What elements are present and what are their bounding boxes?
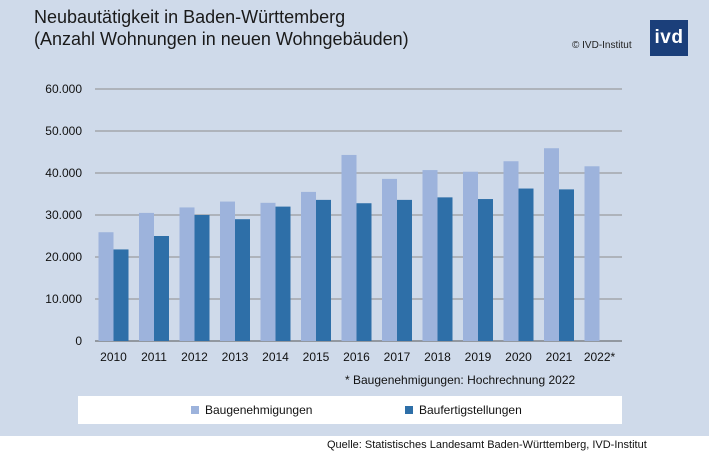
chart-title: Neubautätigkeit in Baden-Württemberg (An… <box>34 6 409 50</box>
bar-baufertigstellungen <box>154 236 169 341</box>
bar-baufertigstellungen <box>518 188 534 341</box>
legend-swatch-baugenehmigungen <box>191 406 199 414</box>
bar-baufertigstellungen <box>235 219 250 341</box>
x-tick-label: 2015 <box>303 350 330 364</box>
bar-baugenehmigungen <box>422 170 438 341</box>
legend-label-baugenehmigungen: Baugenehmigungen <box>205 403 313 417</box>
bar-chart: 0 10.000 20.000 30.000 40.000 50.000 60.000 201… <box>45 82 622 364</box>
x-tick-label: 2021 <box>546 350 573 364</box>
x-tick-label: 2014 <box>262 350 289 364</box>
x-tick-label: 2020 <box>505 350 532 364</box>
bar-baugenehmigungen <box>382 178 397 341</box>
ivd-logo: ivd <box>650 20 688 56</box>
bar-baugenehmigungen <box>503 161 519 341</box>
x-tick-label: 2010 <box>100 350 127 364</box>
bar-baugenehmigungen <box>260 202 276 341</box>
legend: Baugenehmigungen Baufertigstellungen <box>78 396 622 424</box>
bar-baufertigstellungen <box>437 197 453 341</box>
y-tick-label: 40.000 <box>45 166 82 180</box>
x-tick-label: 2011 <box>141 350 167 364</box>
legend-item-baufertigstellungen: Baufertigstellungen <box>405 403 522 417</box>
y-tick-label: 50.000 <box>45 124 82 138</box>
bar-baufertigstellungen <box>316 199 331 341</box>
x-tick-label: 2012 <box>181 350 208 364</box>
bar-baugenehmigungen <box>341 154 357 341</box>
x-tick-label: 2013 <box>222 350 249 364</box>
legend-item-baugenehmigungen: Baugenehmigungen <box>191 403 312 417</box>
y-tick-label: 20.000 <box>45 250 82 264</box>
bar-baufertigstellungen <box>478 199 493 341</box>
bar-baufertigstellungen <box>356 203 372 341</box>
x-tick-label: 2018 <box>424 350 451 364</box>
bar-baugenehmigungen <box>179 207 195 341</box>
footnote: * Baugenehmigungen: Hochrechnung 2022 <box>345 373 576 387</box>
y-tick-label: 10.000 <box>45 292 82 306</box>
x-tick-label: 2016 <box>343 350 370 364</box>
title-line-1: Neubautätigkeit in Baden-Württemberg <box>34 7 346 27</box>
y-tick-label: 30.000 <box>45 208 82 222</box>
x-tick-label: 2017 <box>384 350 411 364</box>
bar-baufertigstellungen <box>397 199 412 341</box>
bar-baufertigstellungen <box>559 189 574 341</box>
bar-baugenehmigungen <box>139 212 154 341</box>
bar-baufertigstellungen <box>275 206 291 341</box>
bar-baugenehmigungen <box>463 171 478 341</box>
source-text: Quelle: Statistisches Landesamt Baden-Wü… <box>327 439 647 451</box>
bar-baufertigstellungen <box>113 249 129 341</box>
x-tick-label: 2019 <box>465 350 492 364</box>
logo-text: ivd <box>654 27 684 48</box>
bar-baugenehmigungen <box>584 166 600 341</box>
y-tick-label: 60.000 <box>45 82 82 96</box>
y-tick-label: 0 <box>75 334 82 348</box>
legend-label-baufertigstellungen: Baufertigstellungen <box>419 403 522 417</box>
x-tick-label: 2022* <box>584 350 616 364</box>
title-line-2: (Anzahl Wohnungen in neuen Wohngebäuden) <box>34 29 409 49</box>
copyright-text: © IVD-Institut <box>572 40 632 51</box>
bar-baufertigstellungen <box>194 215 210 341</box>
bar-baugenehmigungen <box>301 191 316 341</box>
legend-swatch-baufertigstellungen <box>405 406 413 414</box>
bar-baugenehmigungen <box>98 232 114 341</box>
bar-baugenehmigungen <box>544 148 559 341</box>
bar-baugenehmigungen <box>220 201 235 341</box>
